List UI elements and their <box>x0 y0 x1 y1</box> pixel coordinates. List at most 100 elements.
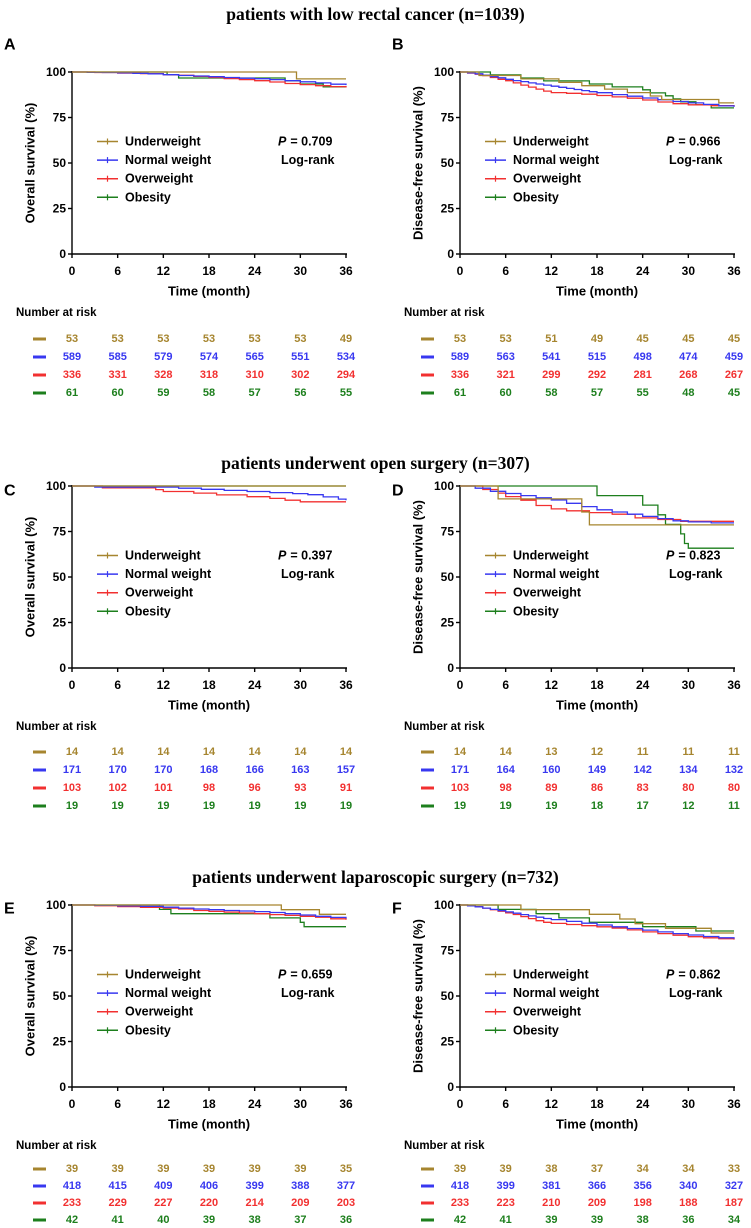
risk-count: 58 <box>203 387 215 399</box>
risk-count: 57 <box>591 387 603 399</box>
risk-count: 381 <box>542 1180 560 1192</box>
km-curve-underweight <box>460 904 734 934</box>
risk-count: 267 <box>725 369 743 381</box>
x-tick-label: 12 <box>157 264 171 278</box>
risk-count: 55 <box>637 387 649 399</box>
risk-count: 36 <box>682 1214 694 1226</box>
risk-count: 39 <box>591 1214 603 1226</box>
x-tick-label: 6 <box>114 264 121 278</box>
risk-count: 98 <box>500 782 512 794</box>
panel-label: F <box>392 901 402 918</box>
risk-table-title: Number at risk <box>404 721 485 733</box>
risk-count: 19 <box>545 800 557 812</box>
legend-item-obesity: Obesity <box>485 1023 559 1037</box>
y-tick-label: 50 <box>53 570 67 584</box>
y-tick-label: 50 <box>441 989 455 1003</box>
risk-count: 170 <box>154 764 172 776</box>
risk-count: 60 <box>500 387 512 399</box>
y-tick-label: 75 <box>441 111 455 125</box>
legend-item-obesity: Obesity <box>97 1023 171 1037</box>
legend-item-underweight: Underweight <box>485 135 590 149</box>
risk-count: 58 <box>545 387 557 399</box>
risk-count: 142 <box>633 764 651 776</box>
risk-count: 53 <box>249 333 261 345</box>
legend-label: Overweight <box>513 172 582 186</box>
risk-count: 551 <box>291 351 309 363</box>
x-tick-label: 12 <box>545 1097 559 1111</box>
risk-count: 418 <box>451 1180 469 1192</box>
test-label: Log-rank <box>281 567 335 581</box>
p-symbol: P <box>666 549 675 563</box>
risk-count: 56 <box>294 387 306 399</box>
risk-count: 60 <box>112 387 124 399</box>
x-tick-label: 6 <box>114 678 121 692</box>
risk-count: 45 <box>728 387 740 399</box>
x-tick-label: 18 <box>590 678 604 692</box>
risk-count: 227 <box>154 1197 172 1209</box>
risk-count: 160 <box>542 764 560 776</box>
risk-count: 57 <box>249 387 261 399</box>
risk-count: 170 <box>108 764 126 776</box>
risk-count: 541 <box>542 351 560 363</box>
risk-count: 318 <box>200 369 218 381</box>
risk-count: 388 <box>291 1180 309 1192</box>
x-tick-label: 30 <box>294 678 308 692</box>
risk-count: 19 <box>340 800 352 812</box>
risk-count: 39 <box>249 1163 261 1175</box>
risk-count: 534 <box>337 351 356 363</box>
km-curve-normal-weight <box>460 485 734 524</box>
risk-count: 41 <box>112 1214 124 1226</box>
km-curve-normal-weight <box>72 904 347 919</box>
risk-count: 268 <box>679 369 697 381</box>
risk-count: 149 <box>588 764 606 776</box>
risk-count: 166 <box>245 764 263 776</box>
legend-label: Normal weight <box>125 567 212 581</box>
km-curve-normal-weight <box>460 904 735 939</box>
risk-count: 209 <box>588 1197 606 1209</box>
p-symbol: P <box>278 968 287 982</box>
y-tick-label: 100 <box>434 898 454 912</box>
risk-count: 61 <box>454 387 466 399</box>
x-tick-label: 18 <box>202 1097 216 1111</box>
test-label: Log-rank <box>281 153 335 167</box>
legend-label: Underweight <box>125 968 202 982</box>
risk-count: 42 <box>454 1214 466 1226</box>
risk-count: 563 <box>496 351 514 363</box>
x-tick-label: 30 <box>682 264 696 278</box>
p-value-text: = 0.659 <box>290 968 332 982</box>
x-tick-label: 30 <box>682 678 696 692</box>
risk-count: 39 <box>157 1163 169 1175</box>
y-tick-label: 25 <box>441 616 455 630</box>
y-tick-label: 50 <box>441 570 455 584</box>
km-curve-obesity <box>460 904 734 932</box>
x-tick-label: 6 <box>502 264 509 278</box>
risk-count: 53 <box>203 333 215 345</box>
km-curve-underweight <box>72 904 346 915</box>
test-label: Log-rank <box>281 986 335 1000</box>
risk-count: 41 <box>500 1214 512 1226</box>
x-tick-label: 24 <box>248 264 262 278</box>
risk-count: 19 <box>112 800 124 812</box>
legend-label: Overweight <box>125 586 194 600</box>
km-curve-normal-weight <box>72 71 347 86</box>
section-title-laparoscopic-surgery: patients underwent laparoscopic surgery … <box>192 867 559 887</box>
risk-count: 53 <box>112 333 124 345</box>
panel-label: C <box>4 483 16 500</box>
risk-count: 19 <box>157 800 169 812</box>
risk-count: 574 <box>200 351 219 363</box>
risk-count: 11 <box>728 800 740 812</box>
risk-count: 17 <box>637 800 649 812</box>
risk-count: 210 <box>542 1197 560 1209</box>
legend-label: Normal weight <box>513 567 600 581</box>
p-value-text: = 0.709 <box>290 135 332 149</box>
y-tick-label: 50 <box>53 156 67 170</box>
x-tick-label: 12 <box>157 1097 171 1111</box>
risk-count: 474 <box>679 351 698 363</box>
km-curve-overweight <box>460 485 734 522</box>
p-value: P = 0.659 <box>278 968 332 982</box>
risk-count: 223 <box>496 1197 514 1209</box>
x-tick-label: 30 <box>294 1097 308 1111</box>
y-tick-label: 100 <box>46 898 66 912</box>
x-tick-label: 0 <box>457 678 464 692</box>
legend-label: Overweight <box>513 1005 582 1019</box>
